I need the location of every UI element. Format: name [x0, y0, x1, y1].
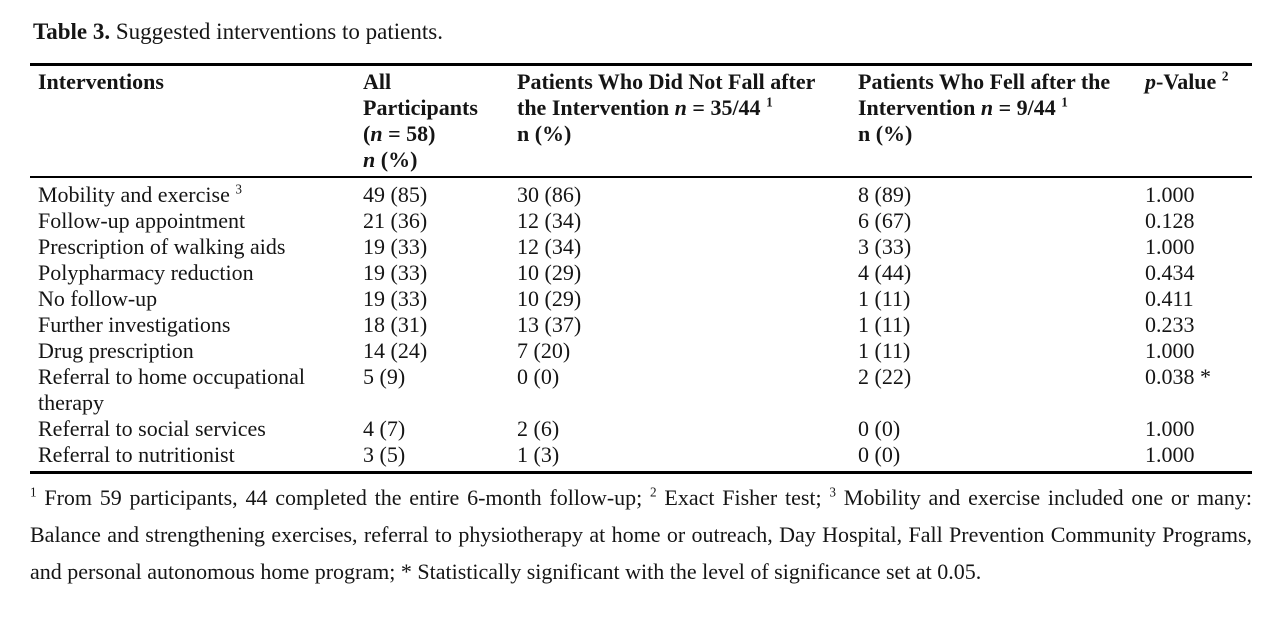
table-header-row: Interventions All Participants (n = 58) n (… [30, 64, 1252, 178]
all-participants-cell: 14 (24) [363, 338, 428, 363]
fell-cell: 2 (22) [858, 364, 912, 389]
did-not-fall-cell: 10 (29) [517, 286, 582, 311]
did-not-fall-cell: 1 (3) [517, 442, 560, 467]
table-footnote: 1 From 59 participants, 44 completed the… [30, 484, 1253, 584]
p-value-cell: 1.000 [1145, 234, 1195, 259]
p-value-cell: 1.000 [1145, 416, 1195, 441]
did-not-fall-cell: 7 (20) [517, 338, 571, 363]
all-participants-cell: 49 (85) [363, 182, 428, 207]
p-value-cell: 1.000 [1145, 442, 1195, 467]
all-participants-cell: 19 (33) [363, 286, 428, 311]
did-not-fall-cell: 0 (0) [517, 364, 560, 389]
intervention-cell: No follow-up [38, 286, 158, 311]
p-value-cell: 0.434 [1145, 260, 1195, 285]
did-not-fall-cell: 12 (34) [517, 234, 582, 259]
table-row: Polypharmacy reduction 19 (33) 10 (29) 4 (4… [30, 260, 1252, 286]
did-not-fall-cell: 12 (34) [517, 208, 582, 233]
did-not-fall-cell: 10 (29) [517, 260, 582, 285]
paper-page: Table 3. Suggested interventions to pati… [30, 18, 1253, 584]
intervention-cell: Follow-up appointment [38, 208, 246, 233]
fell-cell: 1 (11) [858, 312, 911, 337]
table-row: Prescription of walking aids 19 (33) 12 (3… [30, 234, 1252, 260]
fell-cell: 1 (11) [858, 338, 911, 363]
fell-cell: 4 (44) [858, 260, 912, 285]
all-participants-cell: 18 (31) [363, 312, 428, 337]
p-value-cell: 0.128 [1145, 208, 1195, 233]
table-row: Drug prescription 14 (24) 7 (20) 1 (11) 1.00… [30, 338, 1252, 364]
table-row: Follow-up appointment 21 (36) 12 (34) 6 (67… [30, 208, 1252, 234]
intervention-cell: Mobility and exercise 3 [38, 181, 242, 207]
table-body: Mobility and exercise 3 49 (85) 30 (86) 8 (… [30, 177, 1252, 473]
intervention-cell: Further investigations [38, 312, 231, 337]
intervention-cell: Referral to home occupational therapy [38, 364, 305, 415]
all-participants-cell: 19 (33) [363, 234, 428, 259]
intervention-cell: Referral to social services [38, 416, 266, 441]
intervention-cell: Polypharmacy reduction [38, 260, 254, 285]
fell-cell: 3 (33) [858, 234, 912, 259]
all-participants-cell: 3 (5) [363, 442, 406, 467]
table-row: No follow-up 19 (33) 10 (29) 1 (11) 0.411 [30, 286, 1252, 312]
all-participants-cell: 21 (36) [363, 208, 428, 233]
all-participants-cell: 19 (33) [363, 260, 428, 285]
p-value-cell: 0.411 [1145, 286, 1194, 311]
table-caption: Table 3. Suggested interventions to pati… [33, 18, 1252, 46]
intervention-cell: Drug prescription [38, 338, 194, 363]
all-participants-cell: 4 (7) [363, 416, 406, 441]
p-value-cell: 0.038 * [1145, 364, 1211, 389]
col-header-fell: Patients Who Fell after the Intervention … [858, 64, 1145, 178]
all-participants-cell: 5 (9) [363, 364, 406, 389]
p-value-cell: 0.233 [1145, 312, 1195, 337]
col-header-interventions: Interventions [30, 64, 363, 178]
table-row: Referral to home occupational therapy 5 (… [30, 364, 1252, 416]
fell-cell: 0 (0) [858, 442, 901, 467]
intervention-cell: Referral to nutritionist [38, 442, 235, 467]
p-value-cell: 1.000 [1145, 182, 1195, 207]
col-header-p-value: p-Value 2 [1145, 64, 1252, 178]
interventions-table: Interventions All Participants (n = 58) n (… [30, 63, 1252, 474]
fell-cell: 1 (11) [858, 286, 911, 311]
table-caption-label: Table 3. [33, 19, 111, 44]
table-caption-text: Suggested interventions to patients. [110, 19, 443, 44]
did-not-fall-cell: 30 (86) [517, 182, 582, 207]
col-header-did-not-fall: Patients Who Did Not Fall after the Inter… [517, 64, 858, 178]
p-value-cell: 1.000 [1145, 338, 1195, 363]
table-row: Mobility and exercise 3 49 (85) 30 (86) 8 (… [30, 177, 1252, 208]
col-header-all-participants: All Participants (n = 58) n (%) [363, 64, 517, 178]
intervention-cell: Prescription of walking aids [38, 234, 286, 259]
fell-cell: 6 (67) [858, 208, 912, 233]
did-not-fall-cell: 2 (6) [517, 416, 560, 441]
table-row: Referral to nutritionist 3 (5) 1 (3) 0 (0) 1… [30, 442, 1252, 473]
fell-cell: 8 (89) [858, 182, 912, 207]
fell-cell: 0 (0) [858, 416, 901, 441]
table-row: Further investigations 18 (31) 13 (37) 1 (1… [30, 312, 1252, 338]
table-row: Referral to social services 4 (7) 2 (6) 0 (… [30, 416, 1252, 442]
did-not-fall-cell: 13 (37) [517, 312, 582, 337]
